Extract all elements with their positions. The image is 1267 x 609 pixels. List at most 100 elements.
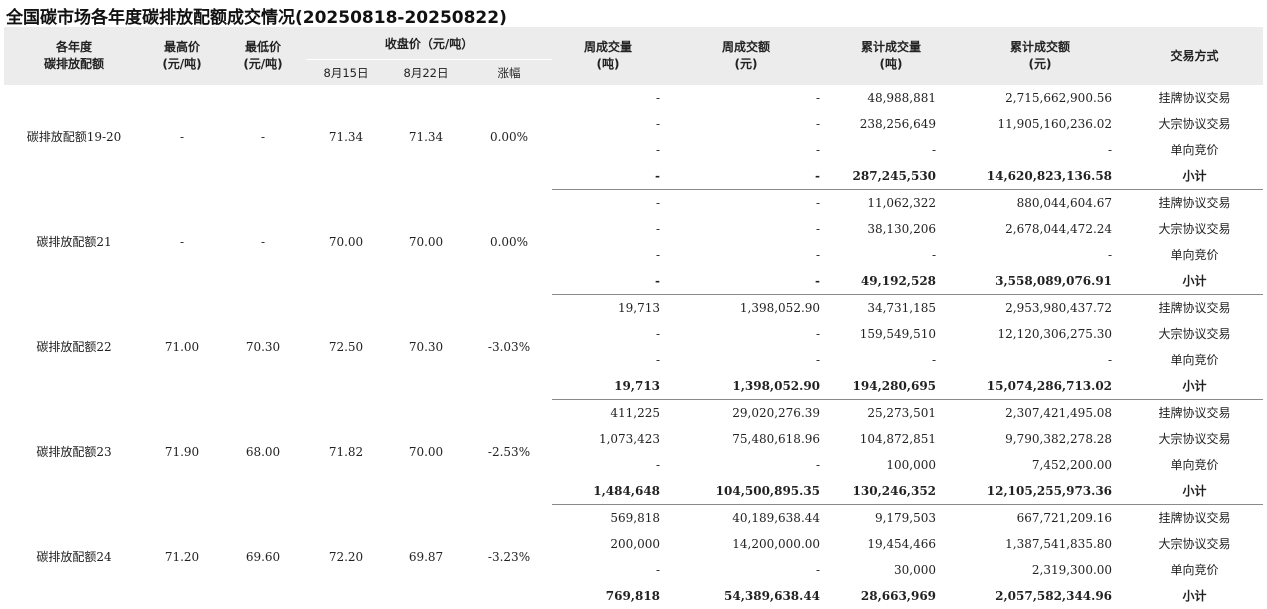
- method-cell: 单向竞价: [1126, 242, 1263, 268]
- cum-amount-cell: 3,558,089,076.91: [954, 268, 1126, 295]
- week-volume-cell: 1,073,423: [552, 426, 664, 452]
- week-amount-cell: 75,480,618.96: [664, 426, 828, 452]
- week-volume-cell: 19,713: [552, 373, 664, 400]
- cum-amount-cell: 12,105,255,973.36: [954, 478, 1126, 505]
- week-amount-cell: -: [664, 452, 828, 478]
- change-cell: -3.03%: [466, 295, 552, 400]
- week-amount-cell: -: [664, 111, 828, 137]
- method-cell: 大宗协议交易: [1126, 531, 1263, 557]
- cum-volume-cell: 38,130,206: [828, 216, 954, 242]
- week-amount-cell: -: [664, 216, 828, 242]
- cum-amount-cell: 2,953,980,437.72: [954, 295, 1126, 322]
- week-amount-cell: 29,020,276.39: [664, 400, 828, 427]
- close-curr-cell: 70.30: [386, 295, 466, 400]
- header-close-label: 收盘价（元/吨）: [385, 37, 473, 51]
- week-amount-cell: 40,189,638.44: [664, 505, 828, 532]
- header-cum-amt-label: 累计成交额 (元): [1010, 40, 1070, 71]
- week-volume-cell: -: [552, 557, 664, 583]
- method-cell: 挂牌协议交易: [1126, 505, 1263, 532]
- week-volume-cell: -: [552, 190, 664, 217]
- vintage-cell: 碳排放配额19-20: [4, 85, 144, 190]
- high-price-cell: -: [144, 85, 220, 190]
- cum-volume-cell: -: [828, 347, 954, 373]
- week-volume-cell: 769,818: [552, 583, 664, 609]
- cum-amount-cell: 1,387,541,835.80: [954, 531, 1126, 557]
- method-cell: 单向竞价: [1126, 557, 1263, 583]
- header-close-curr: 8月22日: [386, 60, 466, 86]
- week-amount-cell: 104,500,895.35: [664, 478, 828, 505]
- change-cell: 0.00%: [466, 85, 552, 190]
- low-price-cell: -: [220, 190, 306, 295]
- week-volume-cell: -: [552, 321, 664, 347]
- week-volume-cell: -: [552, 347, 664, 373]
- week-amount-cell: -: [664, 163, 828, 190]
- close-prev-cell: 72.20: [306, 505, 386, 609]
- week-amount-cell: -: [664, 268, 828, 295]
- change-cell: 0.00%: [466, 190, 552, 295]
- week-volume-cell: -: [552, 242, 664, 268]
- header-week-vol: 周成交量 (吨): [552, 27, 664, 85]
- week-volume-cell: -: [552, 216, 664, 242]
- cum-volume-cell: 287,245,530: [828, 163, 954, 190]
- week-volume-cell: -: [552, 137, 664, 163]
- header-method-label: 交易方式: [1171, 49, 1219, 63]
- close-prev-cell: 71.34: [306, 85, 386, 190]
- cum-amount-cell: -: [954, 242, 1126, 268]
- cum-volume-cell: 104,872,851: [828, 426, 954, 452]
- header-vintage: 各年度 碳排放配额: [4, 27, 144, 85]
- cum-amount-cell: 2,715,662,900.56: [954, 85, 1126, 111]
- week-amount-cell: -: [664, 557, 828, 583]
- cum-amount-cell: 2,319,300.00: [954, 557, 1126, 583]
- week-volume-cell: 200,000: [552, 531, 664, 557]
- week-amount-cell: 1,398,052.90: [664, 295, 828, 322]
- header-high-label: 最高价 (元/吨): [162, 40, 201, 71]
- cum-amount-cell: 15,074,286,713.02: [954, 373, 1126, 400]
- close-prev-cell: 71.82: [306, 400, 386, 505]
- cum-volume-cell: 25,273,501: [828, 400, 954, 427]
- week-volume-cell: 19,713: [552, 295, 664, 322]
- cum-amount-cell: 12,120,306,275.30: [954, 321, 1126, 347]
- cum-volume-cell: 9,179,503: [828, 505, 954, 532]
- close-curr-cell: 69.87: [386, 505, 466, 609]
- week-volume-cell: 411,225: [552, 400, 664, 427]
- week-amount-cell: 14,200,000.00: [664, 531, 828, 557]
- cum-volume-cell: 30,000: [828, 557, 954, 583]
- table-header: 各年度 碳排放配额 最高价 (元/吨) 最低价 (元/吨) 收盘价（元/吨） 周…: [4, 27, 1263, 85]
- week-volume-cell: -: [552, 163, 664, 190]
- close-prev-cell: 70.00: [306, 190, 386, 295]
- week-volume-cell: -: [552, 452, 664, 478]
- cum-amount-cell: 9,790,382,278.28: [954, 426, 1126, 452]
- method-cell: 挂牌协议交易: [1126, 400, 1263, 427]
- close-prev-cell: 72.50: [306, 295, 386, 400]
- week-amount-cell: 1,398,052.90: [664, 373, 828, 400]
- method-cell: 大宗协议交易: [1126, 426, 1263, 452]
- cum-amount-cell: 2,307,421,495.08: [954, 400, 1126, 427]
- header-cum-vol-label: 累计成交量 (吨): [861, 40, 921, 71]
- cum-amount-cell: 880,044,604.67: [954, 190, 1126, 217]
- cum-volume-cell: -: [828, 242, 954, 268]
- week-volume-cell: -: [552, 111, 664, 137]
- method-cell: 小计: [1126, 583, 1263, 609]
- method-cell: 大宗协议交易: [1126, 111, 1263, 137]
- low-price-cell: 69.60: [220, 505, 306, 609]
- week-amount-cell: -: [664, 321, 828, 347]
- close-curr-cell: 70.00: [386, 190, 466, 295]
- week-amount-cell: -: [664, 85, 828, 111]
- low-price-cell: -: [220, 85, 306, 190]
- method-cell: 单向竞价: [1126, 347, 1263, 373]
- vintage-cell: 碳排放配额21: [4, 190, 144, 295]
- cum-volume-cell: -: [828, 137, 954, 163]
- change-cell: -2.53%: [466, 400, 552, 505]
- cum-amount-cell: -: [954, 347, 1126, 373]
- header-cum-amt: 累计成交额 (元): [954, 27, 1126, 85]
- cum-amount-cell: 667,721,209.16: [954, 505, 1126, 532]
- method-cell: 挂牌协议交易: [1126, 295, 1263, 322]
- cum-volume-cell: 238,256,649: [828, 111, 954, 137]
- week-volume-cell: -: [552, 268, 664, 295]
- cum-amount-cell: -: [954, 137, 1126, 163]
